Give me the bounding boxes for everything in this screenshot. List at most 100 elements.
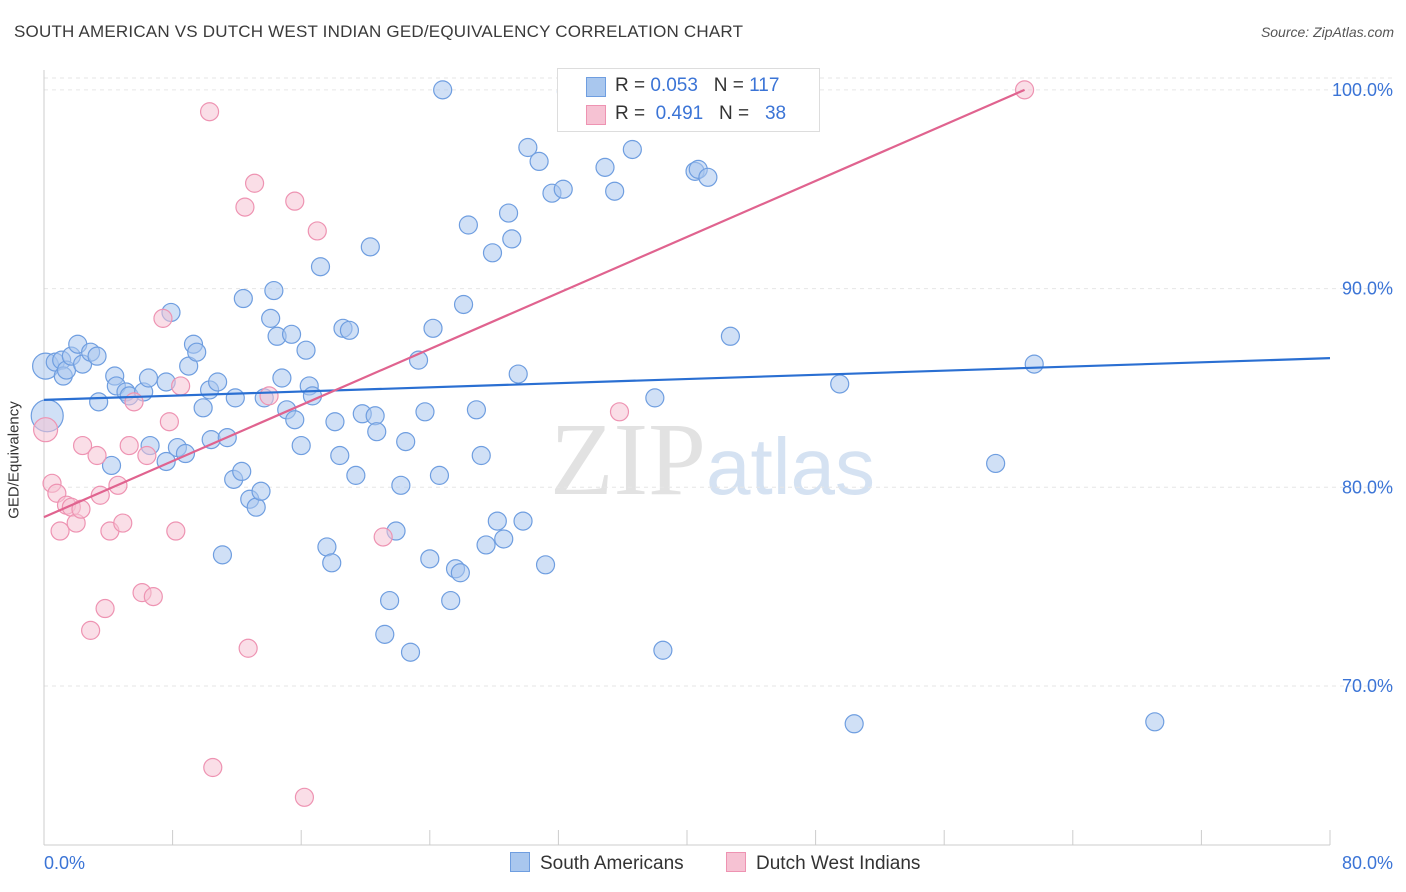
data-point-south-americans xyxy=(281,324,302,344)
trend-line-dutch-west-indians xyxy=(43,88,1026,519)
watermark-atlas: atlas xyxy=(706,422,875,511)
data-point-south-americans xyxy=(476,535,496,555)
south-americans-points xyxy=(30,80,1165,734)
data-point-south-americans xyxy=(622,139,642,160)
data-point-south-americans xyxy=(429,465,450,485)
data-point-south-americans xyxy=(391,475,411,495)
trend-line-south-americans xyxy=(43,357,1331,401)
data-point-south-americans xyxy=(317,537,337,557)
data-point-south-americans xyxy=(458,215,478,235)
data-point-south-americans xyxy=(261,308,281,328)
data-point-south-americans xyxy=(518,137,538,158)
data-point-dutch-west-indians xyxy=(199,102,220,122)
data-point-south-americans xyxy=(380,590,400,611)
data-point-dutch-west-indians xyxy=(87,445,107,466)
data-point-south-americans xyxy=(441,590,461,611)
data-point-south-americans xyxy=(193,398,213,418)
data-point-south-americans xyxy=(508,364,528,384)
data-point-south-americans xyxy=(330,445,350,466)
data-point-south-americans xyxy=(346,465,366,485)
y-tick-label: 100.0% xyxy=(1332,80,1393,100)
data-point-south-americans xyxy=(101,455,122,476)
data-point-south-americans xyxy=(653,640,673,660)
axes xyxy=(43,70,1331,846)
data-point-south-americans xyxy=(367,422,387,442)
data-point-south-americans xyxy=(285,410,305,430)
data-point-south-americans xyxy=(433,80,453,100)
data-point-south-americans xyxy=(529,151,549,172)
data-point-south-americans xyxy=(487,511,507,531)
data-point-south-americans xyxy=(212,545,233,565)
watermark-zip: ZIP xyxy=(550,402,706,517)
dutch-west-indians-points xyxy=(33,80,1035,807)
stats-legend: R = 0.053 N = 117 R = 0.491 N = 38 xyxy=(557,68,820,132)
data-point-south-americans xyxy=(482,243,503,263)
data-point-dutch-west-indians xyxy=(203,757,223,778)
data-point-south-americans xyxy=(339,320,360,340)
data-point-dutch-west-indians xyxy=(72,435,93,456)
data-point-south-americans xyxy=(466,400,487,420)
data-point-dutch-west-indians xyxy=(95,598,115,619)
data-point-dutch-west-indians xyxy=(238,638,258,658)
data-point-south-americans xyxy=(233,288,253,309)
legend-item-south-americans[interactable]: South Americans xyxy=(510,852,684,875)
legend-item-dutch-west-indians[interactable]: Dutch West Indians xyxy=(726,852,920,875)
watermark: ZIPatlas xyxy=(550,400,875,519)
data-point-south-americans xyxy=(502,229,522,249)
data-point-south-americans xyxy=(453,294,474,315)
data-point-south-americans xyxy=(415,402,435,422)
n-label: N = xyxy=(713,75,750,96)
data-point-south-americans xyxy=(471,445,491,466)
source-label: Source: ZipAtlas.com xyxy=(1260,24,1394,40)
data-point-dutch-west-indians xyxy=(33,417,59,443)
data-point-south-americans xyxy=(844,714,864,734)
data-point-dutch-west-indians xyxy=(153,308,173,328)
data-point-south-americans xyxy=(208,372,228,392)
data-point-dutch-west-indians xyxy=(119,435,139,456)
data-point-south-americans xyxy=(296,340,316,360)
n-value: 38 xyxy=(764,103,787,124)
data-point-south-americans xyxy=(498,203,519,223)
x-tick-label: 0.0% xyxy=(44,853,85,873)
data-point-south-americans xyxy=(605,181,625,201)
data-point-dutch-west-indians xyxy=(244,173,265,193)
n-value: 117 xyxy=(749,75,780,96)
r-value: 0.491 xyxy=(655,103,704,124)
r-label: R = xyxy=(615,75,651,96)
data-point-south-americans xyxy=(494,529,514,549)
grid-lines xyxy=(44,77,1392,687)
data-point-south-americans xyxy=(138,368,159,388)
data-point-south-americans xyxy=(360,237,380,257)
data-point-south-americans xyxy=(423,318,443,338)
data-point-south-americans xyxy=(645,388,665,408)
data-point-south-americans xyxy=(720,326,741,346)
trend-lines xyxy=(43,88,1331,519)
n-label: N = xyxy=(719,103,755,124)
data-point-dutch-west-indians xyxy=(50,521,70,541)
legend-label: South Americans xyxy=(540,853,684,874)
data-point-south-americans xyxy=(264,280,284,301)
data-point-south-americans xyxy=(246,497,266,517)
y-axis-label: GED/Equivalency xyxy=(5,401,23,519)
data-point-dutch-west-indians xyxy=(166,521,186,541)
data-point-dutch-west-indians xyxy=(294,787,315,807)
r-label: R = xyxy=(615,103,651,124)
data-point-dutch-west-indians xyxy=(143,587,163,607)
legend-swatch-pink xyxy=(726,852,746,872)
data-point-south-americans xyxy=(232,461,252,482)
data-point-south-americans xyxy=(1024,354,1044,374)
legend-label: Dutch West Indians xyxy=(756,853,921,874)
data-point-south-americans xyxy=(400,642,421,662)
south-americans-swatch xyxy=(586,77,606,97)
data-point-dutch-west-indians xyxy=(259,386,279,406)
data-point-south-americans xyxy=(698,167,718,187)
y-tick-label: 90.0% xyxy=(1342,279,1393,299)
data-point-south-americans xyxy=(420,549,440,569)
data-point-south-americans xyxy=(291,435,311,456)
data-point-dutch-west-indians xyxy=(235,197,255,217)
data-point-south-americans xyxy=(272,368,292,388)
tick-labels: 70.0% 80.0% 90.0% 100.0% 0.0% 80.0% xyxy=(44,80,1393,873)
dutch-west-indians-swatch xyxy=(586,105,606,125)
data-point-south-americans xyxy=(87,346,107,366)
